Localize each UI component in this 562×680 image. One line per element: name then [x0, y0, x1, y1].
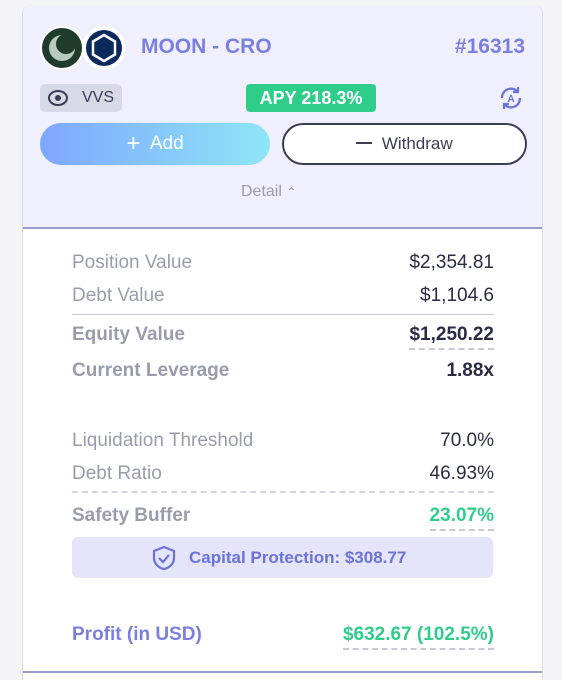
capital-protection: Capital Protection: $308.77: [189, 548, 407, 567]
row-value: $1,250.22: [409, 324, 494, 350]
row-value: 46.93%: [429, 463, 494, 484]
row-value: 1.88x: [446, 360, 494, 381]
profit-label: Profit (in USD): [72, 624, 202, 645]
card-footer-line: [23, 671, 542, 673]
dex-badge: VVS: [40, 84, 122, 112]
row-value: 70.0%: [440, 430, 494, 451]
dex-name: VVS: [82, 89, 115, 106]
dex-icon: [48, 90, 68, 106]
row-value: $2,354.81: [409, 252, 494, 273]
row-label: Debt Value: [72, 285, 165, 306]
capital-protection-box: Capital Protection: $308.77: [72, 537, 493, 578]
token-icons: [40, 26, 126, 70]
pair-name: MOON - CRO: [141, 35, 272, 58]
row-label: Equity Value: [72, 324, 185, 345]
row-label: Liquidation Threshold: [72, 430, 254, 451]
auto-compound-icon[interactable]: A: [497, 84, 525, 112]
shield-icon: [152, 545, 176, 571]
add-label: Add: [149, 133, 184, 154]
withdraw-button[interactable]: Withdraw: [282, 123, 527, 165]
row-value: $1,104.6: [420, 285, 494, 306]
row-label: Current Leverage: [72, 360, 230, 381]
add-button[interactable]: + Add: [40, 123, 270, 165]
plus-icon: +: [126, 130, 141, 157]
position-id: #16313: [454, 35, 525, 58]
row-value: 23.07%: [429, 505, 494, 531]
apy-badge: APY 218.3%: [246, 84, 376, 112]
svg-text:A: A: [507, 94, 514, 105]
detail-label: Detail: [241, 183, 282, 200]
profit-value: $632.67 (102.5%): [342, 624, 494, 650]
position-card: MOON - CRO #16313 VVS APY 218.3% A + Add…: [22, 5, 543, 680]
withdraw-label: Withdraw: [381, 134, 453, 153]
divider: [72, 491, 494, 493]
detail-toggle[interactable]: Detail ⌃: [241, 183, 296, 201]
row-label: Debt Ratio: [72, 463, 162, 484]
minus-icon: [356, 142, 373, 144]
chevron-up: ⌃: [286, 185, 297, 199]
card-header: MOON - CRO #16313 VVS APY 218.3% A + Add…: [23, 5, 542, 229]
divider: [72, 314, 494, 315]
row-label: Safety Buffer: [72, 505, 191, 526]
row-label: Position Value: [72, 252, 193, 273]
